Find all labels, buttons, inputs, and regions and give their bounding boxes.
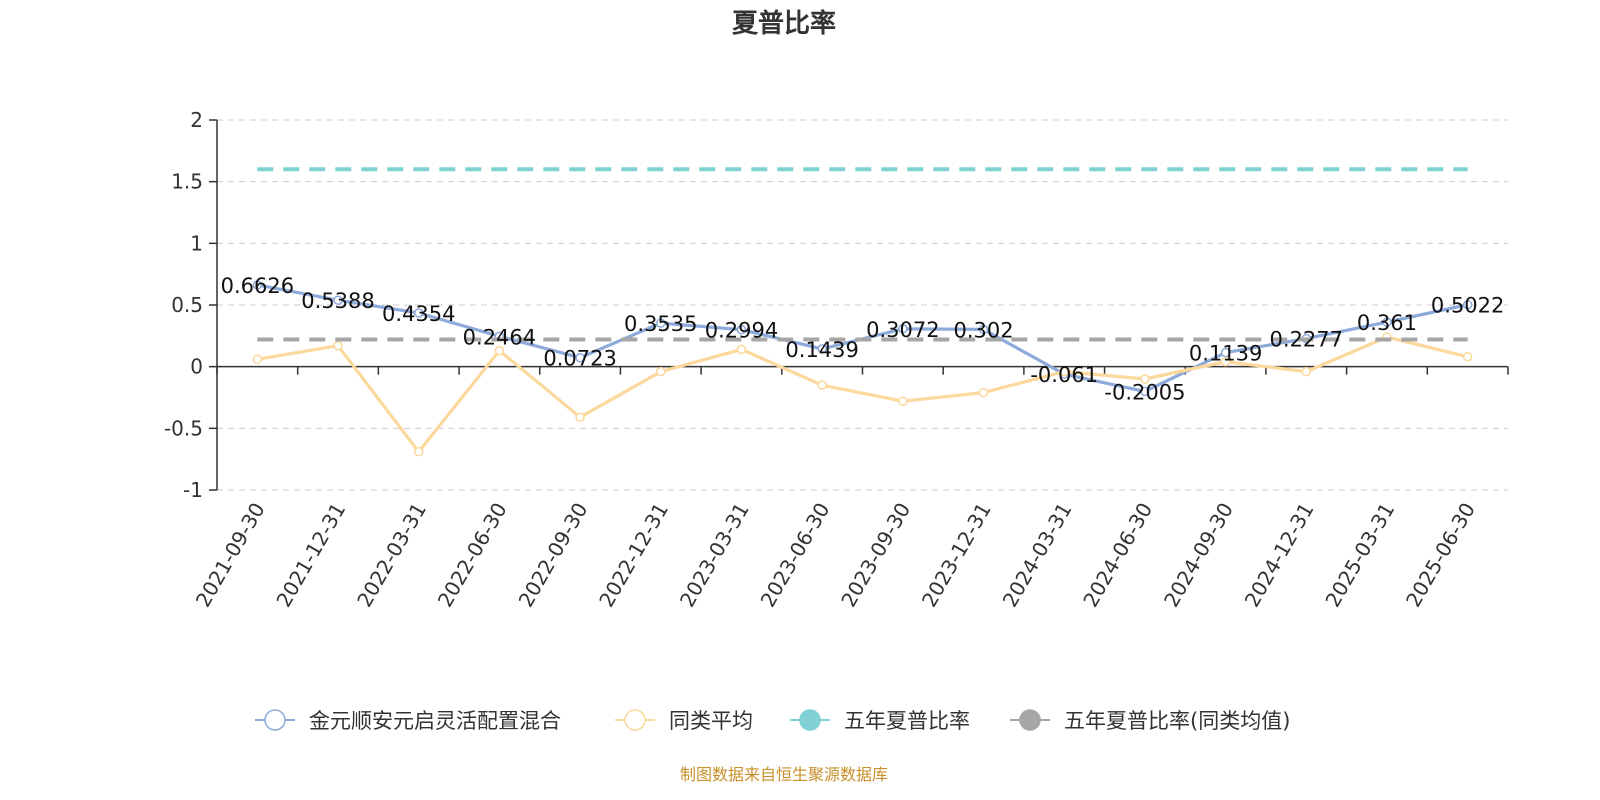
series-0-point[interactable]: [333, 295, 343, 305]
y-tick-label: -0.5: [164, 416, 203, 440]
x-tick-label: 2024-09-30: [1159, 499, 1238, 612]
x-tick-label: 2023-09-30: [836, 499, 915, 612]
x-tick-label: 2025-06-30: [1401, 499, 1480, 612]
y-tick-label: 1.5: [171, 170, 203, 194]
x-tick-label: 2021-12-31: [271, 499, 350, 612]
x-tick-label: 2024-03-31: [998, 499, 1077, 612]
x-tick-label: 2025-03-31: [1320, 499, 1399, 612]
series-1-point[interactable]: [252, 354, 263, 365]
series-1-point[interactable]: [1462, 352, 1473, 362]
series-0-point[interactable]: [1140, 386, 1150, 397]
data-label: 0.5388: [301, 289, 374, 313]
y-tick-label: 1: [190, 231, 203, 255]
data-label: 0.3072: [866, 318, 939, 342]
y-tick-label: 0.5: [171, 293, 203, 317]
x-tick-label: 2024-06-30: [1078, 499, 1157, 612]
data-label: 0.3535: [624, 312, 697, 336]
source-note: 制图数据来自恒生聚源数据库: [680, 765, 888, 784]
x-tick-label: 2023-06-30: [756, 499, 835, 612]
chart-title: 夏普比率: [732, 8, 836, 39]
data-label: -0.2005: [1104, 380, 1185, 404]
data-label: 0.2464: [463, 325, 536, 349]
y-tick-label: 0: [190, 355, 203, 379]
data-label: -0.061: [1030, 363, 1098, 387]
x-tick-label: 2022-03-31: [352, 499, 431, 612]
x-tick-label: 2022-09-30: [514, 499, 593, 612]
data-label: 0.0723: [543, 347, 616, 371]
series-1-point[interactable]: [1059, 366, 1069, 377]
series-0-point[interactable]: [1220, 347, 1231, 358]
data-label: 0.1139: [1189, 342, 1262, 366]
y-tick-label: 2: [190, 108, 203, 132]
x-tick-label: 2021-09-30: [191, 499, 270, 612]
legend-label: 金元顺安元启灵活配置混合: [309, 709, 561, 733]
data-label: 0.361: [1357, 311, 1417, 335]
data-label: 0.2277: [1270, 328, 1343, 352]
x-tick-label: 2024-12-31: [1240, 499, 1319, 612]
x-tick-label: 2023-03-31: [675, 499, 754, 612]
data-label: 0.2994: [705, 319, 778, 343]
series-0-point[interactable]: [413, 308, 424, 318]
series-1-point[interactable]: [1140, 374, 1150, 384]
x-tick-label: 2023-12-31: [917, 499, 996, 612]
x-tick-label: 2022-12-31: [594, 499, 673, 612]
legend-marker-icon: [1019, 709, 1041, 731]
legend-label: 五年夏普比率: [844, 709, 970, 733]
legend-label: 五年夏普比率(同类均值): [1064, 709, 1290, 733]
data-label: 0.302: [953, 318, 1013, 342]
series-1-point[interactable]: [575, 412, 585, 422]
series-0-point[interactable]: [898, 324, 908, 334]
legend-item-2[interactable]: 五年夏普比率: [790, 709, 970, 733]
legend-item-1[interactable]: 同类平均: [615, 709, 753, 733]
series-0-point[interactable]: [736, 324, 747, 335]
series-1-point[interactable]: [978, 387, 989, 398]
legend[interactable]: 金元顺安元启灵活配置混合 同类平均 五年夏普比率 五年夏普比率(同类均值): [255, 709, 1290, 733]
series-0-point[interactable]: [575, 352, 585, 363]
x-tick-label: 2022-06-30: [433, 499, 512, 612]
series-1-point[interactable]: [817, 380, 827, 390]
data-label: 0.6626: [221, 274, 294, 298]
series-1-point[interactable]: [898, 396, 908, 406]
legend-marker-icon: [264, 709, 286, 731]
series-0-point[interactable]: [817, 344, 827, 354]
series-0-point[interactable]: [656, 318, 666, 328]
series-0-point[interactable]: [1382, 317, 1392, 327]
series-0-point[interactable]: [978, 324, 989, 335]
legend-marker-icon: [624, 709, 646, 731]
series-0-point[interactable]: [1462, 299, 1473, 310]
legend-label: 同类平均: [669, 709, 753, 733]
y-tick-label: -1: [183, 478, 203, 502]
data-label-layer: 0.6626 0.5388 0.4354 0.2464 0.0723 0.3535 0.29…: [221, 274, 1505, 404]
series-layer: [252, 167, 1473, 457]
data-label: 0.4354: [382, 302, 455, 326]
series-line-1: [257, 335, 1469, 454]
series-1-point[interactable]: [656, 366, 666, 377]
series-0-point[interactable]: [252, 280, 263, 290]
series-1-point[interactable]: [1220, 356, 1231, 367]
legend-marker-icon: [799, 709, 821, 731]
legend-item-0[interactable]: 金元顺安元启灵活配置混合: [255, 709, 561, 733]
series-1-point[interactable]: [494, 345, 505, 356]
series-1-point[interactable]: [736, 344, 747, 355]
series-1-point[interactable]: [1301, 366, 1312, 377]
series-1-point[interactable]: [333, 340, 343, 351]
data-label: 0.1439: [785, 338, 858, 362]
data-label: 0.5022: [1431, 294, 1504, 318]
series-1-point[interactable]: [413, 447, 424, 457]
legend-item-3[interactable]: 五年夏普比率(同类均值): [1010, 709, 1290, 733]
